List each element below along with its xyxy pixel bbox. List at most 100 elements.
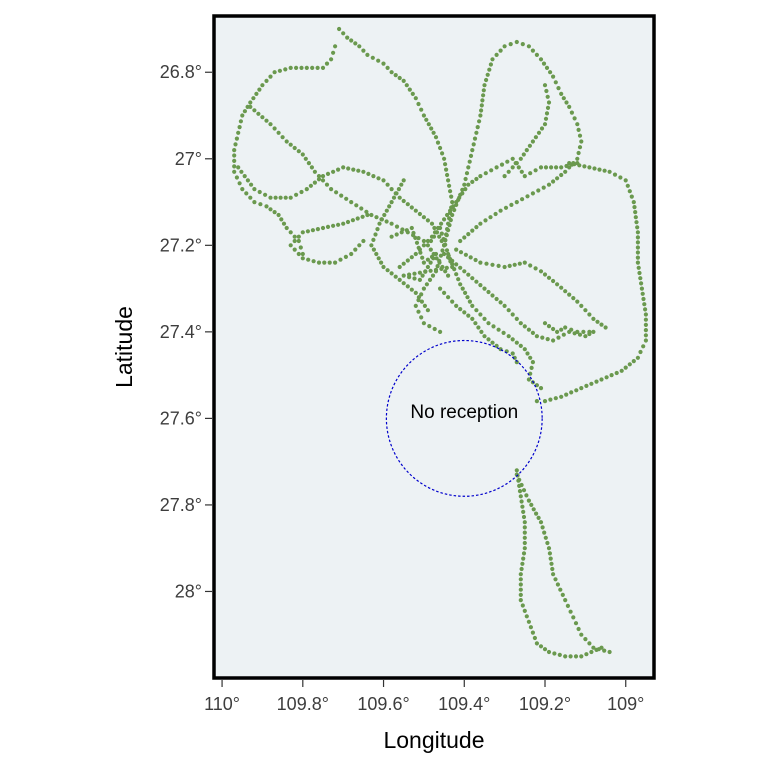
gps-point-733 — [401, 273, 406, 278]
gps-point-316 — [506, 308, 511, 313]
gps-point-659 — [538, 644, 544, 649]
gps-point-472 — [306, 257, 311, 262]
gps-point-350 — [533, 266, 538, 271]
gps-point-398 — [470, 303, 475, 308]
gps-point-713 — [404, 228, 409, 233]
y-tick-label-1: 27° — [175, 149, 202, 169]
gps-point-754 — [428, 247, 433, 252]
y-tick-label-4: 27.6° — [160, 408, 202, 428]
gps-point-739 — [433, 267, 439, 272]
gps-point-260 — [551, 179, 556, 184]
gps-point-708 — [602, 648, 607, 653]
gps-point-654 — [526, 619, 532, 624]
gps-point-412 — [528, 355, 533, 360]
gps-point-15 — [401, 78, 406, 83]
gps-point-334 — [591, 329, 596, 334]
gps-point-308 — [474, 279, 479, 284]
gps-point-118 — [381, 178, 386, 183]
gps-point-157 — [276, 130, 281, 135]
gps-point-370 — [438, 253, 443, 258]
gps-point-490 — [421, 243, 426, 248]
gps-point-152 — [256, 111, 261, 116]
gps-point-54 — [310, 65, 315, 70]
gps-point-27 — [433, 135, 439, 140]
gps-point-349 — [528, 263, 533, 268]
gps-point-296 — [546, 100, 552, 105]
gps-point-271 — [493, 211, 498, 217]
gps-point-117 — [385, 182, 390, 187]
gps-point-662 — [552, 651, 557, 656]
gps-point-603 — [594, 379, 599, 384]
gps-point-238 — [548, 70, 553, 75]
gps-point-138 — [283, 195, 288, 200]
gps-point-714 — [409, 225, 414, 231]
gps-point-13 — [393, 73, 398, 78]
gps-point-39 — [450, 200, 455, 205]
gps-point-188 — [416, 236, 421, 241]
gps-point-608 — [569, 390, 574, 395]
gps-point-346 — [512, 262, 517, 267]
gps-point-452 — [365, 212, 370, 218]
gps-point-84 — [240, 187, 245, 192]
gps-point-259 — [555, 176, 560, 181]
gps-point-575 — [635, 255, 641, 260]
gps-point-476 — [327, 260, 332, 265]
gps-point-463 — [310, 228, 315, 233]
gps-point-18 — [410, 91, 415, 96]
gps-point-171 — [329, 187, 334, 192]
gps-point-57 — [294, 65, 299, 70]
gps-point-56 — [299, 65, 304, 70]
gps-point-59 — [283, 67, 288, 72]
gps-point-236 — [541, 61, 547, 66]
gps-point-38 — [449, 194, 454, 199]
gps-point-90 — [268, 207, 273, 212]
gps-point-219 — [481, 88, 486, 93]
gps-point-310 — [482, 286, 487, 291]
gps-point-653 — [524, 614, 529, 619]
gps-point-381 — [416, 309, 421, 314]
gps-point-454 — [355, 216, 360, 221]
gps-point-217 — [480, 98, 485, 103]
gps-point-276 — [470, 228, 475, 233]
gps-point-707 — [596, 647, 601, 652]
gps-point-305 — [462, 269, 467, 274]
gps-point-759 — [443, 269, 448, 274]
gps-point-14 — [397, 75, 402, 81]
gps-point-158 — [280, 135, 285, 140]
gps-point-178 — [364, 209, 369, 214]
gps-point-110 — [413, 208, 418, 213]
gps-point-164 — [303, 156, 308, 161]
gps-point-442 — [393, 274, 398, 279]
gps-point-134 — [304, 187, 309, 192]
gps-point-216 — [479, 103, 484, 108]
gps-point-68 — [248, 100, 253, 105]
gps-point-448 — [416, 295, 421, 300]
gps-point-103 — [437, 234, 442, 239]
gps-point-159 — [284, 139, 289, 144]
gps-point-251 — [579, 139, 584, 144]
gps-point-326 — [551, 338, 556, 343]
gps-point-614 — [534, 399, 540, 404]
gps-point-213 — [477, 119, 482, 124]
gps-point-676 — [524, 493, 529, 498]
gps-point-543 — [494, 343, 499, 348]
gps-point-680 — [534, 511, 539, 516]
gps-point-504 — [466, 182, 471, 187]
gps-point-307 — [470, 276, 475, 281]
gps-point-648 — [518, 587, 523, 592]
gps-point-72 — [238, 119, 243, 124]
gps-point-720 — [420, 255, 425, 260]
gps-point-295 — [545, 105, 551, 110]
gps-point-604 — [589, 381, 594, 386]
gps-point-359 — [571, 296, 576, 301]
gps-point-113 — [401, 198, 406, 204]
gps-point-83 — [237, 181, 242, 186]
gps-point-598 — [619, 368, 624, 373]
gps-point-26 — [431, 130, 436, 135]
y-tick-label-0: 26.8° — [160, 62, 202, 82]
gps-point-261 — [546, 182, 552, 187]
gps-point-646 — [518, 577, 523, 582]
gps-point-303 — [454, 262, 459, 267]
gps-point-449 — [419, 299, 424, 304]
gps-point-37 — [448, 189, 453, 194]
